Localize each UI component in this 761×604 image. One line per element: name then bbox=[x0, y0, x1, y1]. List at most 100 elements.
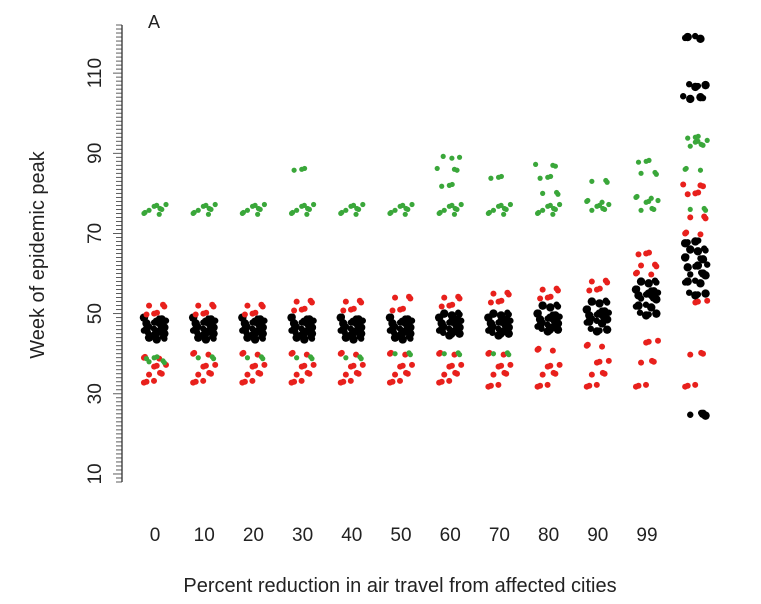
red-point bbox=[392, 371, 399, 378]
red-point bbox=[700, 183, 706, 190]
green-point bbox=[687, 143, 693, 149]
black-point bbox=[691, 237, 700, 246]
red-point bbox=[495, 381, 502, 388]
green-point bbox=[338, 210, 344, 217]
data-points bbox=[139, 32, 711, 420]
black-point bbox=[347, 319, 355, 326]
black-point bbox=[256, 315, 265, 324]
black-point bbox=[587, 297, 597, 306]
green-point bbox=[353, 211, 359, 217]
black-point bbox=[456, 311, 463, 318]
black-point bbox=[354, 315, 363, 324]
green-point bbox=[151, 355, 157, 361]
red-point bbox=[588, 278, 595, 285]
x-tick-label: 50 bbox=[390, 525, 411, 546]
x-tick-label: 80 bbox=[538, 525, 559, 546]
red-point bbox=[554, 287, 561, 294]
black-point bbox=[300, 335, 309, 344]
red-point bbox=[239, 379, 246, 386]
red-point bbox=[446, 363, 453, 370]
black-point bbox=[259, 335, 266, 342]
green-point bbox=[261, 201, 267, 208]
red-point bbox=[192, 311, 199, 318]
green-point bbox=[441, 207, 447, 213]
y-tick-label: 70 bbox=[85, 223, 106, 244]
red-point bbox=[146, 371, 153, 378]
green-point bbox=[456, 154, 463, 160]
green-point bbox=[454, 206, 460, 213]
green-point bbox=[200, 203, 206, 209]
black-point bbox=[243, 333, 252, 342]
red-point bbox=[692, 299, 699, 306]
green-point bbox=[446, 182, 452, 188]
red-point bbox=[347, 363, 354, 370]
green-point bbox=[356, 206, 362, 213]
x-tick-label: 30 bbox=[292, 525, 313, 546]
red-point bbox=[503, 370, 510, 377]
black-point bbox=[600, 307, 609, 316]
green-point bbox=[441, 351, 447, 357]
green-point bbox=[244, 355, 251, 361]
green-point bbox=[392, 207, 398, 213]
red-point bbox=[293, 298, 300, 305]
green-point bbox=[358, 356, 364, 362]
green-point bbox=[555, 191, 561, 197]
black-point bbox=[680, 93, 687, 100]
black-point bbox=[152, 335, 161, 344]
black-point bbox=[239, 327, 246, 334]
black-point bbox=[390, 333, 400, 342]
red-point bbox=[586, 287, 593, 294]
green-point bbox=[545, 203, 551, 209]
green-point bbox=[255, 211, 261, 217]
red-point bbox=[298, 363, 305, 370]
black-point bbox=[687, 411, 694, 418]
red-point bbox=[682, 383, 689, 390]
green-point bbox=[402, 211, 408, 217]
black-point bbox=[386, 327, 394, 334]
red-point bbox=[342, 298, 349, 305]
green-point bbox=[257, 206, 263, 213]
red-point bbox=[249, 377, 256, 384]
red-point bbox=[249, 363, 256, 370]
red-point bbox=[495, 298, 502, 305]
red-point bbox=[632, 383, 639, 390]
red-point bbox=[386, 379, 393, 386]
red-point bbox=[456, 295, 463, 302]
green-point bbox=[606, 201, 612, 208]
black-point bbox=[307, 323, 317, 332]
green-point bbox=[643, 199, 649, 205]
black-point bbox=[440, 309, 449, 318]
red-point bbox=[583, 383, 590, 390]
red-point bbox=[288, 350, 295, 357]
red-point bbox=[293, 371, 300, 378]
green-point bbox=[697, 167, 704, 173]
red-point bbox=[604, 279, 611, 286]
red-point bbox=[438, 303, 445, 310]
red-point bbox=[687, 214, 694, 221]
red-point bbox=[151, 363, 158, 370]
red-point bbox=[151, 377, 157, 384]
red-point bbox=[692, 190, 699, 197]
green-point bbox=[163, 201, 169, 208]
black-point bbox=[686, 245, 695, 254]
red-point bbox=[436, 350, 443, 357]
green-point bbox=[495, 174, 502, 180]
red-point bbox=[539, 371, 546, 378]
green-point bbox=[434, 165, 440, 172]
green-point bbox=[552, 206, 559, 213]
green-point bbox=[537, 175, 543, 181]
black-point bbox=[701, 271, 710, 280]
red-point bbox=[397, 377, 403, 384]
x-tick-label: 40 bbox=[341, 525, 362, 546]
red-point bbox=[537, 295, 544, 302]
x-tick-label: 20 bbox=[243, 525, 264, 546]
green-point bbox=[141, 210, 147, 217]
black-point bbox=[534, 323, 541, 330]
green-point bbox=[446, 203, 452, 209]
red-point bbox=[288, 379, 295, 386]
black-point bbox=[249, 319, 256, 326]
black-point bbox=[385, 313, 395, 322]
red-point bbox=[643, 250, 650, 257]
green-point bbox=[584, 198, 590, 204]
green-point bbox=[405, 206, 411, 213]
